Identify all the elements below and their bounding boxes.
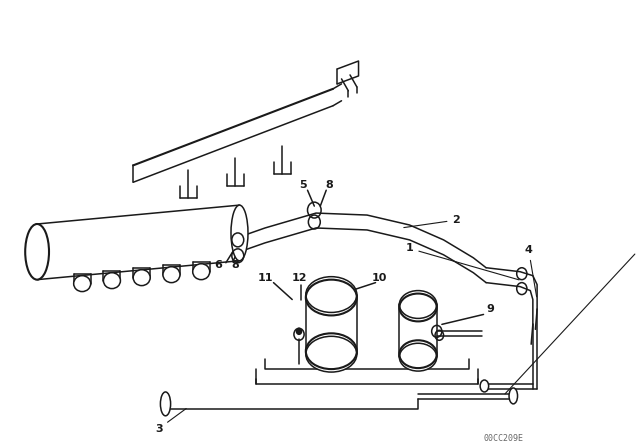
Text: 4: 4 xyxy=(525,245,536,297)
Ellipse shape xyxy=(231,205,248,261)
Text: 2: 2 xyxy=(404,215,460,228)
Text: 1: 1 xyxy=(406,243,519,280)
Text: 12: 12 xyxy=(291,273,307,283)
Text: 5: 5 xyxy=(300,180,307,190)
Ellipse shape xyxy=(399,343,436,371)
Ellipse shape xyxy=(193,264,210,280)
Text: 10: 10 xyxy=(372,273,387,283)
Ellipse shape xyxy=(480,380,488,392)
Text: 7: 7 xyxy=(505,240,640,394)
Text: 3: 3 xyxy=(155,409,186,434)
Ellipse shape xyxy=(133,270,150,286)
Ellipse shape xyxy=(161,392,171,416)
Text: 8: 8 xyxy=(231,260,239,270)
Ellipse shape xyxy=(74,276,91,292)
Text: 9: 9 xyxy=(486,305,494,314)
Text: 8: 8 xyxy=(325,180,333,190)
Text: 6: 6 xyxy=(214,260,222,270)
Ellipse shape xyxy=(104,273,120,289)
Ellipse shape xyxy=(163,267,180,283)
Ellipse shape xyxy=(509,388,518,404)
Ellipse shape xyxy=(306,277,357,312)
Ellipse shape xyxy=(306,336,357,372)
Ellipse shape xyxy=(25,224,49,280)
Circle shape xyxy=(296,328,301,334)
Text: 11: 11 xyxy=(257,273,273,283)
Ellipse shape xyxy=(399,291,436,319)
Text: 00CC209E: 00CC209E xyxy=(483,434,523,443)
Text: 8: 8 xyxy=(419,344,426,354)
